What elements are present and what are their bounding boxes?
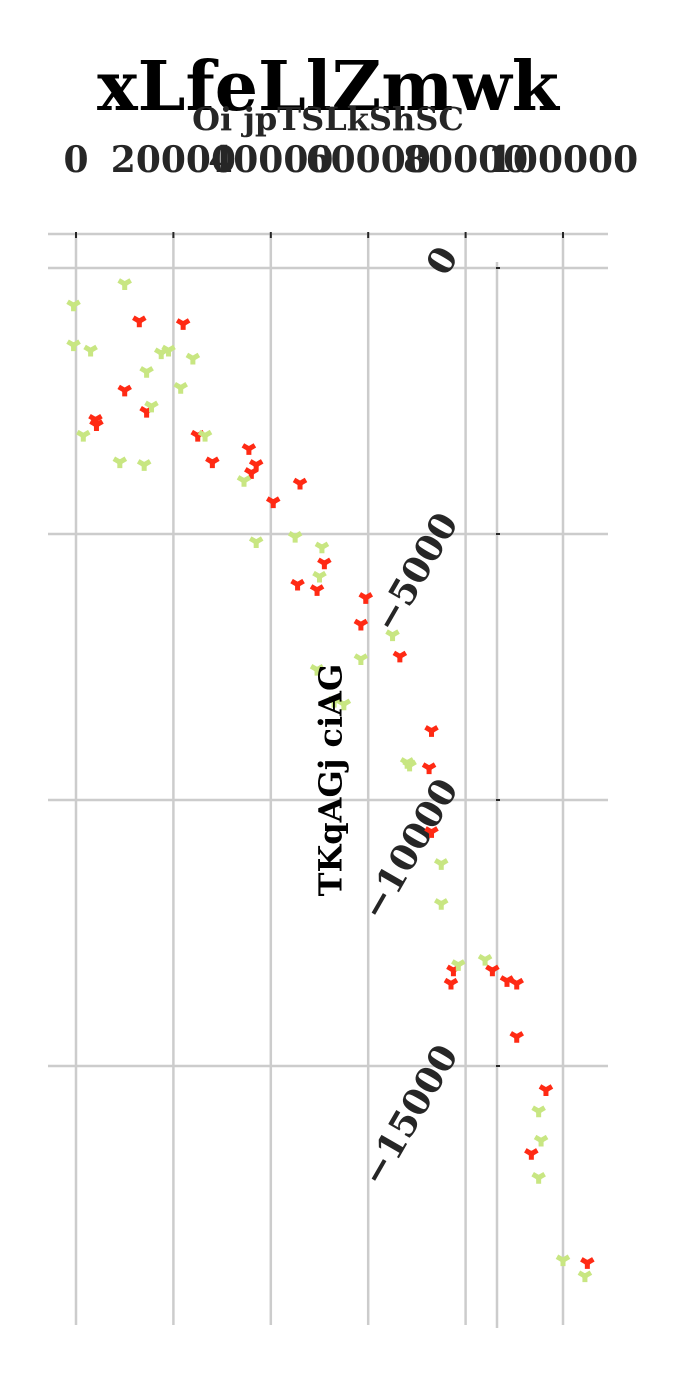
scatter-point	[477, 953, 493, 966]
scatter-point	[509, 1031, 524, 1043]
scatter-point	[248, 536, 264, 548]
scatter-point	[433, 898, 449, 910]
scatter-point	[580, 1257, 595, 1269]
x-tick-label: 40000	[208, 139, 333, 181]
scatter-point	[89, 419, 104, 431]
scatter-point	[353, 653, 369, 666]
x-axis-label: Oi jpTSLkShSC	[192, 100, 464, 138]
scatter-point	[555, 1254, 571, 1267]
scatter-point	[443, 977, 459, 990]
scatter-point	[358, 592, 374, 604]
scatter-point	[326, 695, 342, 708]
data-points	[66, 278, 595, 1283]
y-tick-label: −5000	[365, 506, 467, 640]
scatter-point	[314, 541, 330, 554]
x-tick-label: 0	[63, 139, 88, 181]
scatter-point	[205, 456, 220, 469]
scatter-point	[290, 578, 305, 591]
scatter-point	[117, 278, 132, 290]
scatter-point	[309, 664, 325, 676]
scatter-point	[421, 762, 437, 775]
scatter-point	[241, 443, 257, 455]
scatter-point	[76, 429, 91, 442]
scatter-point	[287, 531, 303, 543]
scatter-point	[531, 1172, 546, 1184]
scatter-point	[265, 496, 281, 509]
y-tick-label: 0	[418, 240, 467, 283]
scatter-point	[312, 570, 327, 583]
scatter-point	[173, 382, 188, 394]
scatter-point	[161, 344, 176, 357]
x-tick-label: 20000	[111, 139, 236, 181]
scatter-point	[139, 366, 154, 378]
scatter-point	[451, 959, 466, 971]
scatter-point	[185, 352, 201, 365]
scatter-point	[244, 467, 259, 479]
scatter-point	[385, 629, 400, 642]
scatter-point	[424, 725, 439, 737]
scatter-point	[175, 318, 191, 330]
scatter-point	[509, 977, 524, 990]
scatter-point	[292, 477, 308, 490]
scatter-point	[83, 344, 98, 357]
scatter-point	[524, 1148, 539, 1160]
y-tick-label: −10000	[353, 772, 467, 928]
scatter-point	[392, 650, 408, 663]
y-tick-label: −15000	[353, 1038, 467, 1194]
scatter-point	[112, 456, 128, 469]
scatter-point	[538, 1084, 554, 1096]
scatter-point	[309, 584, 325, 596]
scatter-point	[66, 299, 81, 312]
scatter-point	[236, 475, 252, 487]
scatter-point	[66, 339, 81, 352]
scatter-point	[197, 429, 213, 442]
scatter-point	[433, 858, 449, 870]
scatter-point	[499, 975, 515, 987]
scatter-point	[353, 618, 369, 631]
scatter-point	[153, 347, 169, 360]
scatter-point	[317, 557, 332, 570]
x-tick-label: 80000	[403, 139, 528, 181]
x-tick-label: 100000	[488, 139, 638, 181]
x-tick-label: 60000	[306, 139, 431, 181]
scatter-point	[577, 1270, 593, 1283]
scatter-point	[531, 1105, 546, 1118]
grid	[48, 232, 608, 1328]
y-axis-ticks: 0 −5000 −10000 −15000	[353, 240, 500, 1194]
scatter-point	[336, 698, 352, 711]
scatter-point	[533, 1134, 549, 1147]
scatter-point	[136, 459, 152, 471]
y-axis-label: TKqAGj ciAG	[312, 664, 350, 897]
chart-title: xLfeLlZmwk	[97, 47, 561, 127]
scatter-point	[424, 826, 439, 838]
scatter-point	[117, 384, 132, 397]
scatter-point	[485, 964, 500, 977]
scatter-point	[399, 757, 415, 769]
scatter-point	[132, 315, 147, 328]
scatter-point	[144, 400, 159, 413]
